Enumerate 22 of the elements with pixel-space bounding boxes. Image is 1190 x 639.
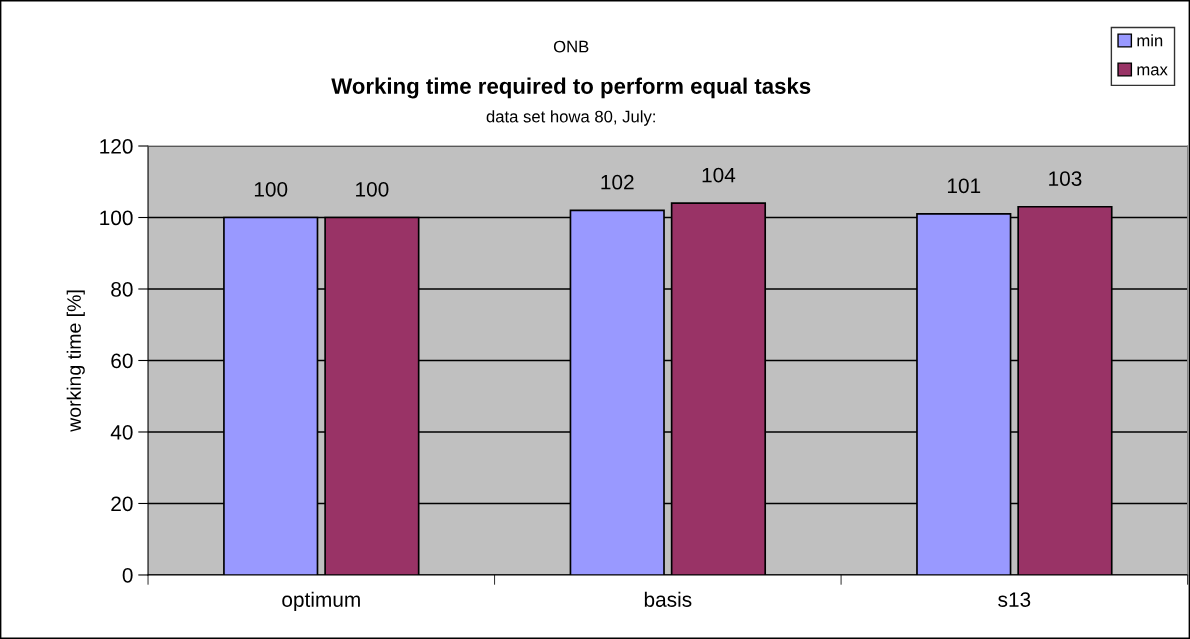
y-tick-label: 100 (100, 210, 133, 226)
y-tick-label: 40 (110, 424, 133, 440)
legend-label: max (1137, 66, 1168, 76)
data-label: 100 (254, 181, 288, 197)
x-tick-label: optimum (282, 591, 360, 612)
y-tick-label: 80 (111, 282, 133, 297)
data-label: 100 (356, 181, 389, 197)
y-tick-label: 20 (111, 496, 133, 512)
data-label: 102 (601, 174, 634, 190)
legend-label: min (1137, 34, 1163, 47)
y-tick-label: 120 (100, 139, 133, 154)
text: ONB (553, 40, 589, 53)
x-tick-label: basis (644, 591, 692, 607)
data-label: 104 (702, 167, 736, 183)
x-tick-label: s13 (998, 592, 1031, 607)
y-axis-title: working time [%] (66, 290, 85, 432)
data-label: 103 (1049, 171, 1082, 186)
y-tick-label: 0 (122, 567, 133, 583)
chart-subtitle: data set howa 80, July: (486, 110, 655, 126)
chart-title: Working time required to perform equal tasks (331, 77, 811, 99)
data-label: 101 (947, 178, 981, 194)
y-tick-label: 60 (111, 353, 133, 369)
